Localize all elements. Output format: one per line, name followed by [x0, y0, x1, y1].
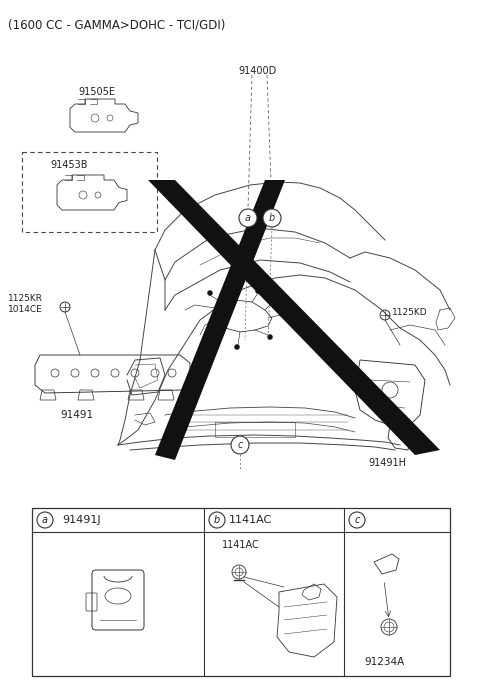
Text: a: a [42, 515, 48, 525]
Polygon shape [155, 180, 285, 460]
Text: 91491: 91491 [60, 410, 93, 420]
Text: 91505E: 91505E [78, 87, 115, 97]
Text: 1141AC: 1141AC [229, 515, 272, 525]
Circle shape [267, 335, 273, 340]
Circle shape [255, 289, 261, 294]
Text: 1125KD: 1125KD [392, 308, 428, 317]
Circle shape [211, 335, 216, 340]
Text: c: c [237, 440, 243, 450]
Circle shape [209, 512, 225, 528]
Text: 1014CE: 1014CE [8, 305, 43, 314]
Text: 91400D: 91400D [238, 66, 276, 76]
Circle shape [349, 512, 365, 528]
Circle shape [37, 512, 53, 528]
Text: (1600 CC - GAMMA>DOHC - TCI/GDI): (1600 CC - GAMMA>DOHC - TCI/GDI) [8, 18, 226, 31]
Text: 91491J: 91491J [62, 515, 101, 525]
Text: 1141AC: 1141AC [222, 540, 260, 550]
Circle shape [263, 209, 281, 227]
Polygon shape [148, 180, 440, 455]
Text: 91234A: 91234A [364, 657, 404, 667]
Circle shape [279, 312, 285, 317]
Text: 1125KR: 1125KR [8, 294, 43, 303]
Circle shape [226, 287, 230, 292]
Text: a: a [245, 213, 251, 223]
Circle shape [235, 345, 240, 349]
Circle shape [272, 299, 276, 305]
Text: c: c [354, 515, 360, 525]
Text: 91491H: 91491H [368, 458, 406, 468]
Circle shape [207, 290, 213, 296]
Text: b: b [269, 213, 275, 223]
Bar [32, 508, 450, 676]
Text: b: b [214, 515, 220, 525]
Text: 91453B: 91453B [50, 160, 87, 170]
Circle shape [239, 209, 257, 227]
Circle shape [231, 436, 249, 454]
